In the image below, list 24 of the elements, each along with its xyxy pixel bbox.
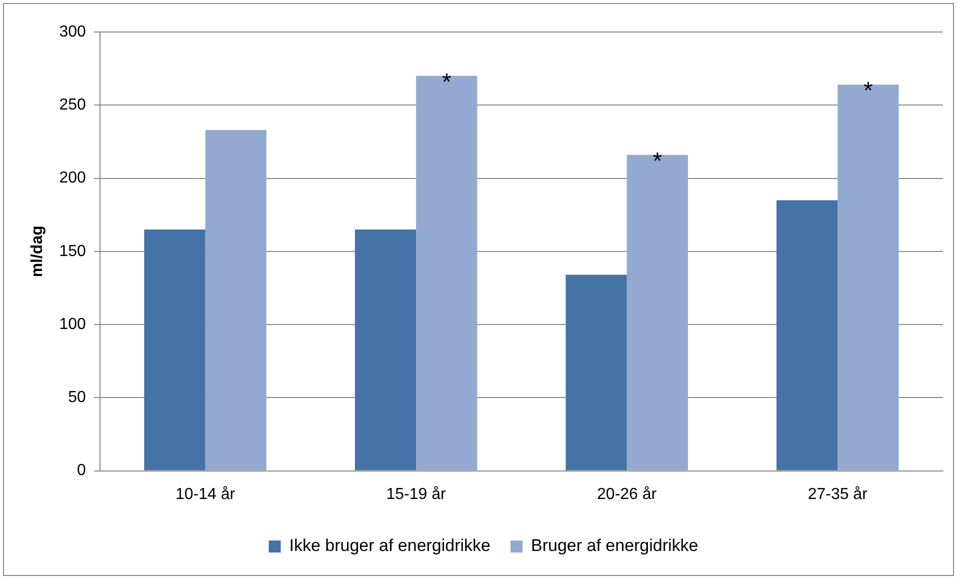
y-tick-label: 0 [76,462,86,480]
y-tick-label: 250 [59,96,86,114]
bar [416,76,478,470]
y-tick-label: 50 [68,389,86,406]
bar [205,130,266,470]
y-tick-label: 200 [59,170,86,187]
y-tick-label: 150 [59,242,86,260]
annotation: * [864,78,873,105]
x-tick-label: 20-26 år [597,486,658,503]
annotation: * [652,148,662,175]
legend-label: Bruger af energidrikke [531,536,698,556]
legend-label: Ikke bruger af energidrikke [289,536,491,556]
x-tick-label: 27-35 år [808,486,868,503]
y-axis-title: ml/dag [29,226,46,278]
annotation: * [442,68,452,96]
y-tick-label: 100 [59,316,86,333]
bar [626,154,688,470]
bar [776,200,838,470]
bar [144,229,206,470]
bar [354,229,416,470]
bar [566,274,627,470]
x-tick-label: 10-14 år [175,486,236,503]
x-tick-label: 15-19 år [386,486,447,503]
y-tick-label: 300 [59,23,86,40]
